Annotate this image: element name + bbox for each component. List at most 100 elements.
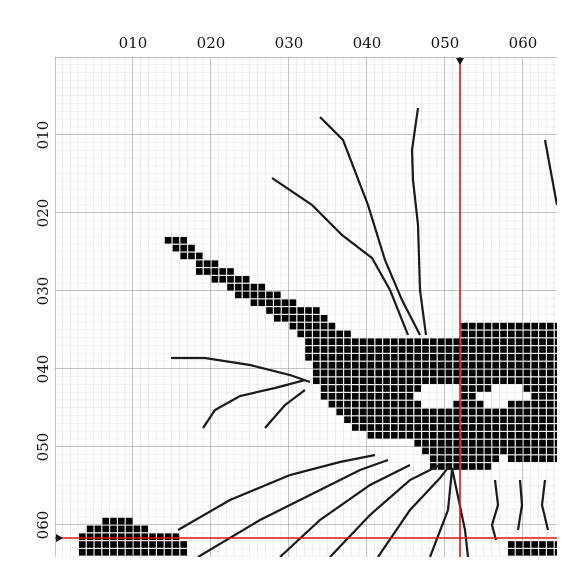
stitch bbox=[352, 385, 359, 392]
stitch bbox=[515, 346, 523, 353]
stitch bbox=[414, 338, 421, 345]
stitch bbox=[414, 354, 421, 361]
column-label: 030 bbox=[275, 34, 304, 52]
stitch bbox=[469, 346, 476, 353]
stitch bbox=[149, 533, 156, 540]
stitch bbox=[515, 424, 523, 431]
stitch bbox=[133, 549, 141, 556]
stitch bbox=[554, 424, 557, 431]
stitch bbox=[391, 408, 398, 416]
stitch bbox=[547, 377, 554, 384]
stitch bbox=[328, 393, 336, 400]
stitch bbox=[500, 330, 507, 338]
stitch bbox=[336, 338, 343, 345]
stitch bbox=[508, 424, 515, 431]
stitch bbox=[203, 260, 211, 267]
stitch bbox=[484, 377, 492, 384]
axis-labels: 010 020 030 040 050 060 010 020 030 040 050 060 bbox=[34, 34, 537, 539]
stitch bbox=[484, 439, 492, 447]
stitch bbox=[500, 439, 507, 447]
stitch bbox=[203, 268, 211, 275]
stitch bbox=[313, 307, 320, 314]
stitch bbox=[469, 416, 476, 423]
stitch bbox=[320, 369, 328, 377]
stitch bbox=[437, 338, 445, 345]
stitch bbox=[523, 455, 531, 462]
stitch bbox=[383, 377, 390, 384]
stitch bbox=[453, 432, 460, 439]
stitch bbox=[539, 416, 546, 423]
stitch bbox=[515, 377, 523, 384]
stitch bbox=[274, 291, 281, 299]
stitch bbox=[445, 369, 453, 377]
stitch bbox=[500, 361, 507, 369]
stitch bbox=[554, 439, 557, 447]
stitch bbox=[375, 361, 382, 369]
stitch bbox=[422, 377, 429, 384]
stitch bbox=[375, 400, 382, 408]
stitch bbox=[344, 354, 351, 361]
stitch bbox=[414, 408, 421, 416]
stitch bbox=[523, 377, 531, 384]
center-marker-left bbox=[56, 534, 63, 542]
stitch bbox=[539, 354, 546, 361]
row-label: 010 bbox=[34, 121, 52, 150]
stitch bbox=[391, 346, 398, 353]
stitch bbox=[484, 330, 492, 338]
stitch bbox=[313, 377, 320, 384]
stitch bbox=[422, 369, 429, 377]
stitch bbox=[469, 322, 476, 330]
stitch bbox=[523, 424, 531, 431]
stitch bbox=[531, 354, 538, 361]
stitch bbox=[437, 361, 445, 369]
stitch bbox=[367, 369, 375, 377]
stitch bbox=[554, 455, 557, 462]
stitch bbox=[320, 330, 328, 338]
stitch bbox=[375, 346, 382, 353]
stitch bbox=[274, 307, 281, 314]
stitch bbox=[484, 408, 492, 416]
stitch bbox=[406, 424, 414, 431]
stitch bbox=[539, 385, 546, 392]
stitch bbox=[141, 549, 148, 556]
stitch bbox=[554, 432, 557, 439]
stitch bbox=[320, 338, 328, 345]
stitch bbox=[375, 369, 382, 377]
stitch bbox=[484, 369, 492, 377]
stitch bbox=[281, 299, 289, 306]
stitch bbox=[320, 322, 328, 330]
stitch bbox=[375, 377, 382, 384]
stitch bbox=[547, 424, 554, 431]
stitch bbox=[484, 322, 492, 330]
stitch bbox=[305, 330, 312, 338]
stitch bbox=[461, 447, 468, 455]
stitch bbox=[430, 369, 437, 377]
stitch bbox=[531, 424, 538, 431]
stitch bbox=[492, 369, 499, 377]
stitch bbox=[149, 549, 156, 556]
stitch bbox=[531, 541, 538, 548]
stitch bbox=[508, 432, 515, 439]
stitch bbox=[500, 432, 507, 439]
stitch bbox=[445, 432, 453, 439]
stitch bbox=[211, 276, 219, 283]
stitch bbox=[172, 541, 180, 548]
stitch bbox=[336, 393, 343, 400]
stitch bbox=[336, 408, 343, 416]
stitch bbox=[523, 408, 531, 416]
stitch bbox=[422, 447, 429, 455]
stitch bbox=[391, 361, 398, 369]
stitch bbox=[406, 338, 414, 345]
stitch bbox=[391, 400, 398, 408]
stitch bbox=[398, 400, 406, 408]
stitch bbox=[375, 432, 382, 439]
stitch bbox=[328, 322, 336, 330]
stitch bbox=[469, 354, 476, 361]
stitch bbox=[500, 447, 507, 455]
stitch bbox=[242, 291, 250, 299]
stitch bbox=[157, 541, 164, 548]
stitch bbox=[523, 369, 531, 377]
stitch bbox=[328, 369, 336, 377]
stitch bbox=[172, 549, 180, 556]
stitch bbox=[289, 299, 297, 306]
